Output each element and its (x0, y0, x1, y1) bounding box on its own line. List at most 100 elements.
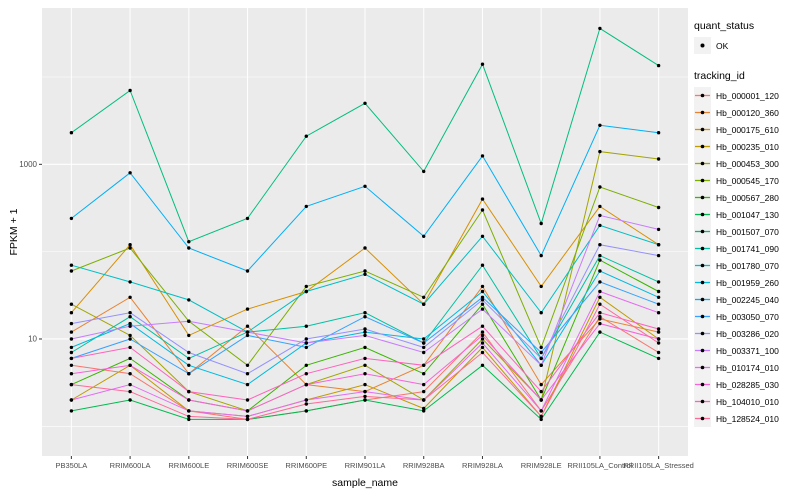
data-point (598, 311, 602, 315)
data-point (363, 389, 367, 394)
data-point (304, 204, 308, 209)
line-point-key-icon (694, 206, 711, 223)
legend-item-Hb_001507_070: Hb_001507_070 (694, 223, 779, 240)
data-point (187, 298, 191, 302)
legend-quant-status: quant_status OK (694, 20, 779, 54)
legend-item-label: Hb_028285_030 (716, 379, 779, 390)
line-point-key-icon (694, 308, 711, 325)
legend-item-label: Hb_010174_010 (716, 362, 779, 373)
data-point (128, 398, 132, 402)
data-point (304, 134, 308, 138)
line-point-key-icon (694, 155, 711, 172)
data-point (363, 394, 367, 399)
legend-item-label: Hb_003286_020 (716, 328, 779, 339)
data-point (128, 382, 132, 387)
data-point (480, 307, 485, 311)
data-point (598, 258, 602, 262)
legend-item-label: Hb_000567_280 (716, 192, 779, 203)
data-point (656, 350, 661, 355)
legend-item-label: Hb_000453_300 (716, 158, 779, 169)
data-point (422, 382, 426, 387)
data-point (128, 372, 132, 376)
data-point (480, 341, 485, 345)
data-point (304, 284, 308, 289)
data-point (128, 311, 132, 315)
legend-item-Hb_003286_020: Hb_003286_020 (694, 325, 779, 342)
x-tick-label: RRIM928LA (462, 461, 503, 470)
legend-item-label: Hb_128524_010 (716, 413, 779, 424)
x-tick-label: RRIM600LA (110, 461, 151, 470)
data-point (363, 398, 367, 402)
data-point (598, 289, 602, 294)
data-point (422, 234, 426, 238)
legend-item-Hb_000120_360: Hb_000120_360 (694, 104, 779, 121)
data-point (245, 372, 250, 376)
data-point (598, 213, 602, 218)
data-point (480, 263, 485, 267)
x-tick-label: RRII105LA_Control (567, 461, 632, 470)
line-point-key-icon (694, 121, 711, 138)
legend-item-Hb_001741_090: Hb_001741_090 (694, 240, 779, 257)
data-point (539, 417, 543, 422)
line-point-key-icon (694, 189, 711, 206)
data-point (598, 321, 602, 326)
legend-item-Hb_001780_070: Hb_001780_070 (694, 257, 779, 274)
legend-item-Hb_128524_010: Hb_128524_010 (694, 410, 779, 427)
data-point (69, 321, 74, 326)
data-point (304, 402, 308, 406)
data-point (69, 311, 74, 315)
legend-item-Hb_010174_010: Hb_010174_010 (694, 359, 779, 376)
data-point (539, 345, 543, 350)
data-point (363, 246, 367, 250)
data-point (363, 382, 367, 387)
data-point (304, 341, 308, 345)
data-point (245, 382, 250, 387)
data-point (480, 330, 485, 334)
data-point (480, 324, 485, 328)
data-point (363, 269, 367, 273)
line-point-key-icon (694, 325, 711, 342)
data-point (656, 330, 661, 334)
data-point (187, 389, 191, 394)
data-point (598, 330, 602, 334)
data-point (128, 337, 132, 341)
data-point (187, 246, 191, 250)
data-point (598, 223, 602, 228)
data-point (245, 363, 250, 367)
legend-item-Hb_000453_300: Hb_000453_300 (694, 155, 779, 172)
legend-item-label: OK (716, 40, 729, 51)
legend-item-label: Hb_003050_070 (716, 311, 779, 322)
data-point (304, 409, 308, 413)
data-point (187, 398, 191, 402)
data-point (69, 345, 74, 350)
data-point (363, 330, 367, 334)
line-point-key-icon (694, 257, 711, 274)
data-point (363, 311, 367, 315)
y-tick-label: 10 (28, 334, 37, 343)
data-point (656, 302, 661, 306)
data-point (539, 350, 543, 355)
data-point (656, 243, 661, 247)
data-point (187, 240, 191, 244)
data-point (69, 302, 74, 306)
legend-item-label: Hb_002245_040 (716, 294, 779, 305)
legend-item-ok: OK (694, 37, 779, 54)
data-point (656, 227, 661, 232)
data-point (187, 333, 191, 338)
data-point (656, 289, 661, 294)
data-point (480, 350, 485, 355)
data-point (363, 356, 367, 361)
data-point (598, 295, 602, 299)
data-point (422, 372, 426, 376)
data-point (656, 131, 661, 135)
data-point (363, 184, 367, 188)
data-point (598, 204, 602, 209)
legend-item-label: Hb_000120_360 (716, 107, 779, 118)
line-point-key-icon (694, 274, 711, 291)
data-point (187, 319, 191, 323)
data-point (304, 363, 308, 367)
data-point (363, 101, 367, 106)
data-point (69, 382, 74, 387)
data-point (598, 317, 602, 321)
y-axis-title: FPKM + 1 (8, 208, 20, 256)
